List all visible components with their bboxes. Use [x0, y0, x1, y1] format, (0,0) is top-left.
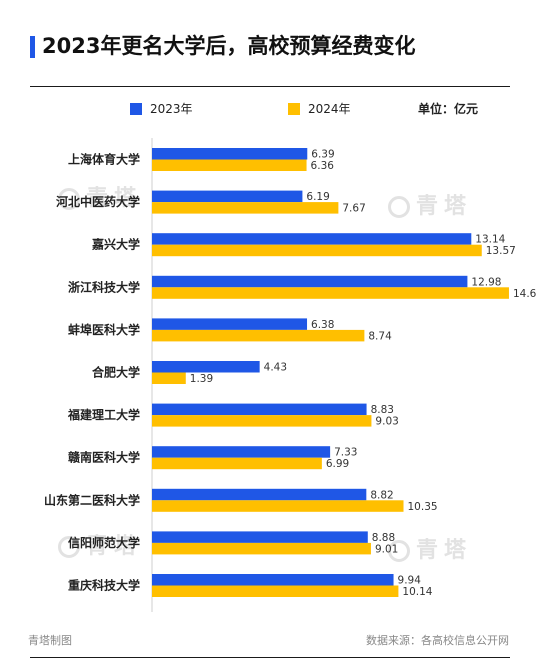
- category-label: 上海体育大学: [68, 152, 140, 167]
- bar-2024: [152, 329, 365, 342]
- category-label: 嘉兴大学: [91, 237, 140, 252]
- title-accent-bar: [30, 36, 35, 58]
- bottom-rule: [30, 657, 510, 658]
- data-label: 9.94: [398, 575, 422, 587]
- watermark-3: 青塔: [58, 528, 142, 560]
- category-label: 河北中医药大学: [55, 194, 140, 209]
- category-label: 赣南医科大学: [68, 450, 140, 465]
- data-label: 14.69: [513, 288, 537, 300]
- data-label: 10.35: [408, 501, 438, 513]
- category-label: 浙江科技大学: [68, 279, 140, 294]
- watermark-logo-icon: [388, 540, 410, 562]
- watermark-1: 青塔: [58, 180, 142, 212]
- bar-2023: [152, 318, 308, 330]
- data-label: 6.19: [306, 191, 329, 203]
- bar-2023: [152, 488, 367, 501]
- bar-2023: [152, 361, 260, 373]
- bar-2023: [152, 233, 472, 245]
- data-label: 13.57: [486, 245, 516, 257]
- bar-2024: [152, 542, 371, 555]
- bar-2024: [152, 500, 404, 512]
- data-label: 8.82: [370, 489, 393, 501]
- legend-swatch-2024: [288, 102, 300, 115]
- category-label: 合肥大学: [92, 365, 140, 380]
- category-label: 重庆科技大学: [68, 578, 140, 593]
- chart-title: 2023年更名大学后，高校预算经费变化: [42, 34, 416, 58]
- bar-2024: [152, 159, 307, 171]
- unit-label: 单位：亿元: [418, 102, 479, 116]
- category-label: 蚌埠医科大学: [68, 322, 140, 337]
- data-label: 6.36: [311, 160, 335, 172]
- legend-label-2024: 2024年: [308, 102, 351, 116]
- bar-2024: [152, 585, 399, 597]
- top-rule: [30, 86, 510, 87]
- legend-label-2023: 2023年: [150, 102, 193, 116]
- data-label: 1.39: [190, 373, 213, 385]
- data-label: 9.03: [375, 416, 398, 428]
- bar-2023: [152, 275, 468, 288]
- watermark-2: 青塔: [388, 188, 472, 220]
- data-label: 13.14: [475, 234, 505, 246]
- bar-2024: [152, 244, 482, 257]
- bar-2023: [152, 574, 394, 586]
- bar-2024: [152, 415, 372, 427]
- bar-2024: [152, 372, 186, 384]
- footer-credit: 青塔制图: [28, 634, 72, 647]
- legend-swatch-2023: [130, 102, 142, 115]
- data-label: 6.39: [311, 149, 334, 161]
- data-label: 9.01: [375, 543, 398, 555]
- bar-2023: [152, 403, 367, 416]
- watermark-logo-icon: [58, 536, 80, 558]
- data-label: 8.88: [372, 532, 395, 544]
- bar-2023: [152, 531, 368, 543]
- data-label: 8.83: [371, 404, 394, 416]
- data-label: 8.74: [368, 330, 392, 342]
- category-label: 信阳师范大学: [68, 535, 140, 550]
- data-label: 7.67: [342, 203, 365, 215]
- data-label: 10.14: [402, 586, 432, 598]
- data-label: 7.33: [334, 447, 357, 459]
- bar-2024: [152, 457, 322, 470]
- bar-2023: [152, 446, 331, 458]
- data-label: 6.38: [311, 319, 334, 331]
- category-label: 山东第二医科大学: [44, 492, 140, 507]
- watermark-4: 青塔: [388, 532, 472, 564]
- watermark-logo-icon: [388, 196, 410, 218]
- bar-2023: [152, 190, 303, 203]
- watermark-logo-icon: [58, 188, 80, 210]
- data-label: 6.99: [326, 458, 349, 470]
- data-label: 12.98: [471, 276, 501, 288]
- category-label: 福建理工大学: [67, 407, 140, 422]
- bar-2023: [152, 148, 308, 160]
- data-label: 4.43: [264, 362, 287, 374]
- bar-2024: [152, 202, 339, 214]
- legend-item-2024: 2024年: [288, 100, 351, 117]
- legend-item-2023: 2023年: [130, 100, 193, 117]
- footer-source: 数据来源：各高校信息公开网: [366, 634, 509, 647]
- bar-2024: [152, 287, 509, 299]
